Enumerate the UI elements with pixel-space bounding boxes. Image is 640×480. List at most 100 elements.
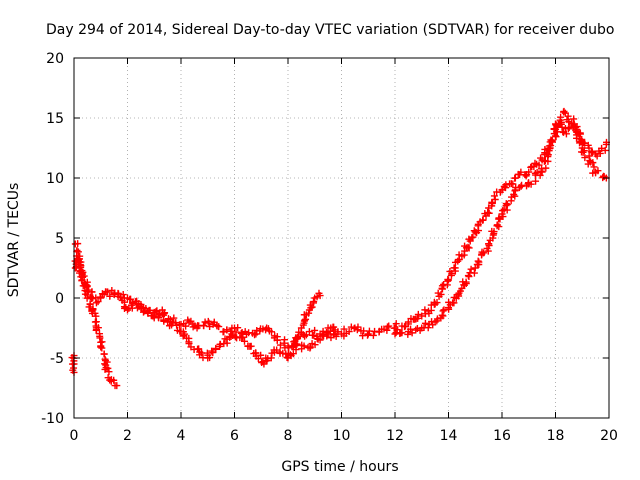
y-tick-label: 20 [46,51,64,67]
data-point [429,321,437,329]
data-point [527,180,535,188]
data-point [208,347,216,355]
x-tick-label: 6 [230,428,239,444]
data-point [461,242,469,250]
data-point [544,151,552,159]
data-point [330,331,338,339]
data-point [532,177,540,185]
data-point [574,130,582,138]
data-point [573,134,581,142]
data-point [570,115,578,123]
series-trace-f [68,352,78,376]
data-point [503,201,511,209]
data-point [127,295,135,303]
data-point [98,338,106,346]
data-point [311,326,319,334]
data-point [155,314,163,322]
data-point [334,328,342,336]
y-tick-label: 5 [55,231,64,247]
data-point [428,318,436,326]
data-point [438,282,446,290]
data-point [375,327,383,335]
data-point [295,328,303,336]
data-point [306,343,314,351]
data-point [103,358,111,366]
data-point [412,315,420,323]
data-point [345,328,353,336]
data-point [234,324,242,332]
data-point [142,304,150,312]
data-point [460,251,468,259]
data-point [133,297,141,305]
data-point [78,277,86,285]
data-point [600,173,608,181]
data-point [206,354,214,362]
data-point [314,335,322,343]
data-point [273,346,281,354]
data-point [490,192,498,200]
x-tick-label: 18 [547,428,565,444]
data-point [421,319,429,327]
data-point [478,248,486,256]
data-point [364,331,372,339]
x-tick-label: 12 [386,428,404,444]
data-point [97,343,105,351]
data-point [87,293,95,301]
data-point [184,316,192,324]
data-point [216,340,224,348]
data-point [206,323,214,331]
data-point [385,322,393,330]
data-point [98,344,106,352]
data-point [122,304,130,312]
x-tick-label: 2 [123,428,132,444]
data-point [299,321,307,329]
tick-marks [73,57,610,419]
data-point [444,275,452,283]
data-point [276,341,284,349]
data-point [258,359,266,367]
data-point [480,249,488,257]
data-point [580,147,588,155]
data-point [200,321,208,329]
data-point [110,376,118,384]
data-point [354,323,362,331]
data-point [418,312,426,320]
data-point [120,294,128,302]
data-point [78,267,86,275]
data-point [517,168,525,176]
data-point [475,258,483,266]
data-point [311,341,319,349]
data-point [564,125,572,133]
data-point [491,196,499,204]
y-tick-label: -5 [50,351,64,367]
grid [74,58,609,418]
data-point [92,299,100,307]
data-point [499,213,507,221]
data-point [490,228,498,236]
data-point [350,324,358,332]
data-point [215,323,223,331]
data-point [557,113,565,121]
data-point [536,171,544,179]
data-point [560,107,568,115]
data-point [289,350,297,358]
data-point [160,317,168,325]
y-tick-labels: -10 -5 0 5 10 15 20 [41,51,64,427]
data-point [392,320,400,328]
y-tick-label: 15 [46,111,64,127]
y-tick-label: 0 [55,291,64,307]
data-point [464,243,472,251]
data-point [408,329,416,337]
data-point [128,299,136,307]
data-point [590,163,598,171]
data-point [404,320,412,328]
data-point [570,123,578,131]
data-point [302,331,310,339]
data-point [462,278,470,286]
data-point [589,159,597,167]
data-point [96,334,104,342]
data-point [219,328,227,336]
data-point [601,146,609,154]
data-point [273,336,281,344]
data-point [104,364,112,372]
